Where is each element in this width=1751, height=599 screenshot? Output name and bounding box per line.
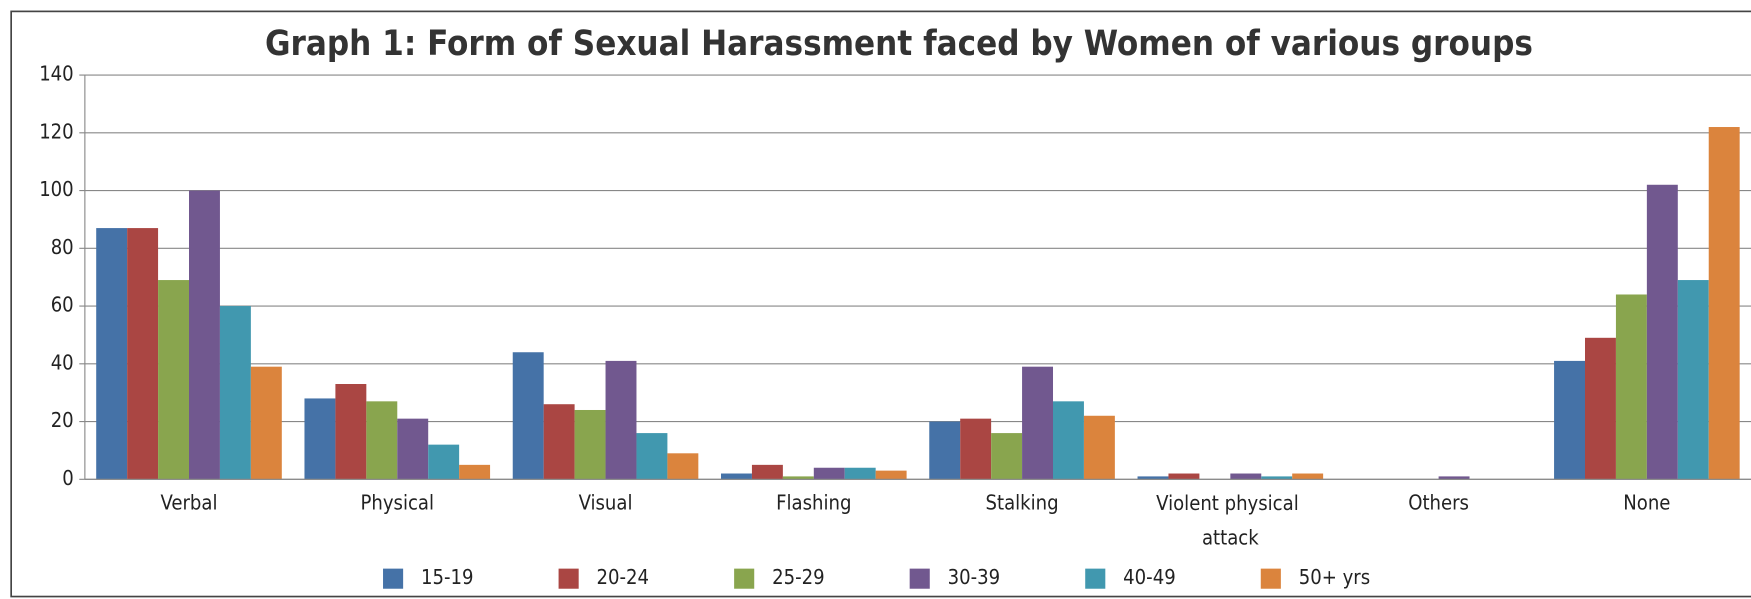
bar xyxy=(1083,415,1115,480)
legend-swatch xyxy=(909,568,930,589)
y-tick-label: 120 xyxy=(39,119,73,143)
x-tick-label: Violent physical attack xyxy=(1156,490,1304,549)
bar xyxy=(189,190,220,480)
bar xyxy=(1438,476,1470,480)
legend-swatch xyxy=(1260,568,1281,589)
x-tick-label: Flashing xyxy=(776,490,851,514)
y-tick-label: 60 xyxy=(51,293,74,317)
x-tick-label: Verbal xyxy=(161,490,218,514)
legend-swatch xyxy=(1085,568,1106,589)
chart-frame xyxy=(10,10,1751,598)
bar xyxy=(1646,184,1678,480)
bar xyxy=(929,421,961,480)
x-tick-label: Physical xyxy=(360,490,434,514)
bar xyxy=(127,228,159,480)
bar xyxy=(366,401,398,480)
bar xyxy=(751,464,783,480)
bar xyxy=(960,418,992,480)
bar xyxy=(605,360,637,480)
x-tick-label: Others xyxy=(1408,490,1469,514)
bar xyxy=(574,409,606,480)
bar xyxy=(397,418,429,480)
legend-label: 25-29 xyxy=(772,565,825,589)
bar xyxy=(219,306,251,480)
bar xyxy=(1137,476,1169,480)
bar xyxy=(1168,473,1200,480)
bar xyxy=(813,467,845,480)
y-tick-label: 20 xyxy=(51,408,74,432)
bar xyxy=(428,444,460,480)
bar xyxy=(1554,360,1586,480)
bar xyxy=(1292,473,1324,480)
bar xyxy=(1053,401,1084,480)
bar xyxy=(96,228,128,480)
y-tick-label: 80 xyxy=(51,235,74,259)
bar xyxy=(158,280,190,480)
chart-title: Graph 1: Form of Sexual Harassment faced… xyxy=(265,24,1533,64)
bar xyxy=(1261,476,1293,480)
bar xyxy=(636,433,668,480)
legend-label: 20-24 xyxy=(597,565,650,589)
x-tick-label: Stalking xyxy=(986,490,1059,514)
bar xyxy=(721,473,752,480)
bar xyxy=(782,476,814,480)
bar xyxy=(1615,294,1647,480)
legend-label: 50+ yrs xyxy=(1299,565,1370,589)
bar xyxy=(1022,366,1054,480)
bar xyxy=(512,352,544,480)
legend-label: 30-39 xyxy=(948,565,1001,589)
bar xyxy=(459,464,491,480)
bar xyxy=(1677,280,1709,480)
bar xyxy=(335,384,367,480)
bar xyxy=(304,398,336,480)
bar xyxy=(543,404,575,480)
bar xyxy=(991,433,1023,480)
y-tick-label: 40 xyxy=(51,350,74,374)
y-tick-label: 100 xyxy=(39,177,73,201)
y-tick-label: 0 xyxy=(62,466,73,490)
y-tick-label: 140 xyxy=(39,62,73,86)
legend-swatch xyxy=(734,568,755,589)
x-tick-label: Visual xyxy=(579,490,633,514)
bar xyxy=(667,453,699,480)
legend-swatch xyxy=(383,568,404,589)
bar xyxy=(1230,473,1262,480)
bar xyxy=(844,467,876,480)
legend-swatch xyxy=(558,568,579,589)
bar xyxy=(1708,127,1740,480)
bar xyxy=(250,366,282,480)
bar xyxy=(875,470,907,480)
bar xyxy=(1585,337,1616,480)
legend-label: 40-49 xyxy=(1123,565,1176,589)
legend-label: 15-19 xyxy=(421,565,474,589)
x-tick-label: None xyxy=(1623,490,1670,514)
